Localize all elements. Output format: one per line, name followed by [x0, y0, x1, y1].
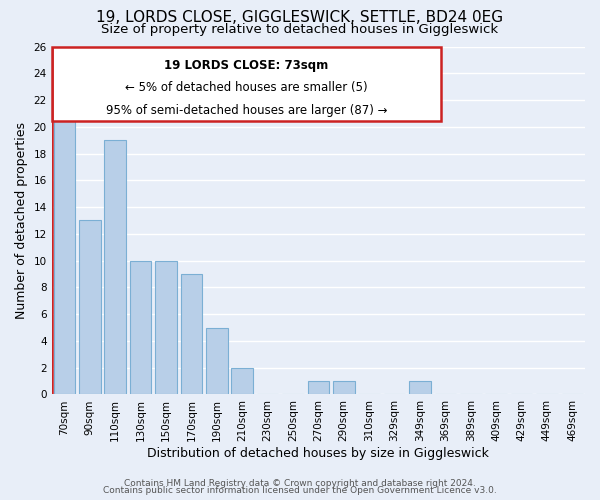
- Y-axis label: Number of detached properties: Number of detached properties: [15, 122, 28, 319]
- Bar: [53, 114, 75, 394]
- X-axis label: Distribution of detached houses by size in Giggleswick: Distribution of detached houses by size …: [148, 447, 489, 460]
- Text: 19, LORDS CLOSE, GIGGLESWICK, SETTLE, BD24 0EG: 19, LORDS CLOSE, GIGGLESWICK, SETTLE, BD…: [97, 10, 503, 25]
- Text: 95% of semi-detached houses are larger (87) →: 95% of semi-detached houses are larger (…: [106, 104, 387, 117]
- Bar: [308, 381, 329, 394]
- Bar: [79, 220, 101, 394]
- Bar: [181, 274, 202, 394]
- Bar: [104, 140, 126, 394]
- Text: Contains public sector information licensed under the Open Government Licence v3: Contains public sector information licen…: [103, 486, 497, 495]
- Bar: [232, 368, 253, 394]
- Text: Size of property relative to detached houses in Giggleswick: Size of property relative to detached ho…: [101, 22, 499, 36]
- FancyBboxPatch shape: [52, 46, 441, 122]
- Text: ← 5% of detached houses are smaller (5): ← 5% of detached houses are smaller (5): [125, 81, 368, 94]
- Bar: [206, 328, 227, 394]
- Bar: [333, 381, 355, 394]
- Text: Contains HM Land Registry data © Crown copyright and database right 2024.: Contains HM Land Registry data © Crown c…: [124, 478, 476, 488]
- Bar: [409, 381, 431, 394]
- Text: 19 LORDS CLOSE: 73sqm: 19 LORDS CLOSE: 73sqm: [164, 58, 328, 71]
- Bar: [130, 260, 151, 394]
- Bar: [155, 260, 177, 394]
